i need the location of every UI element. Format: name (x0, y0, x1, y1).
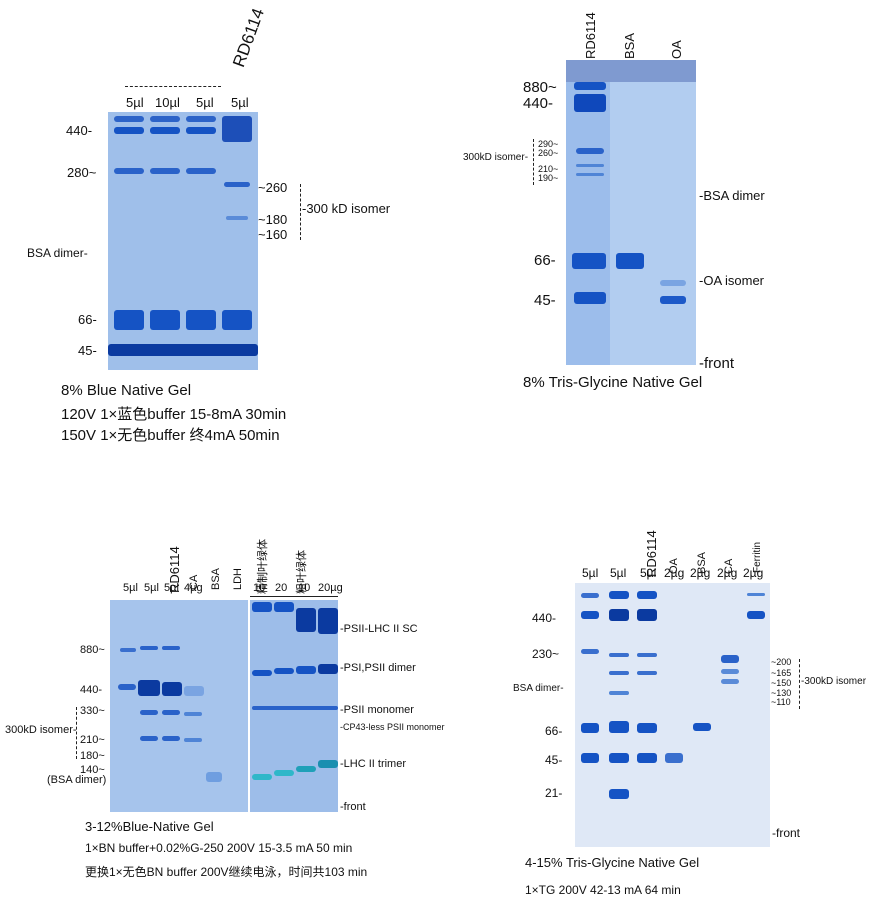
gel-image (566, 60, 696, 365)
marker-label: 330~ (80, 705, 105, 717)
isomer-bracket (799, 659, 800, 709)
marker-label: BSA dimer- (27, 246, 88, 260)
caption-title: 8% Tris-Glycine Native Gel (523, 374, 703, 391)
caption-line: 1×BN buffer+0.02%G-250 200V 15-3.5 mA 50… (85, 841, 353, 855)
small-marker: ~200 (771, 657, 792, 667)
amount-label: 10 (253, 582, 266, 594)
marker-label: 280~ (67, 165, 97, 180)
front-label: -front (772, 826, 801, 840)
isomer-label: 300kD isomer- (463, 152, 529, 163)
band-size-label: ~260 (258, 180, 288, 195)
marker-label: 180~ (80, 750, 105, 762)
marker-label: 21- (545, 786, 563, 800)
lane-label: RD6114 (583, 12, 598, 59)
amount-label: 2µg (664, 566, 685, 580)
amount-label: 5µl (610, 566, 627, 580)
band-size-label: ~180 (258, 212, 288, 227)
band-annotation: -LHC II trimer (340, 758, 406, 770)
caption-line: 150V 1×无色buffer 终4mA 50min (61, 427, 280, 444)
lane-label: LDH (232, 567, 244, 590)
small-marker: 260~ (538, 148, 559, 158)
lane-label: 5µl (126, 95, 144, 110)
amount-label: 5µl (164, 582, 179, 594)
lane-group-divider (125, 86, 221, 87)
lane-group-divider (250, 596, 338, 597)
caption-title: 3-12%Blue-Native Gel (85, 819, 214, 834)
lane-label: 10µl (155, 95, 180, 110)
isomer-bracket (76, 707, 77, 759)
marker-label: 45- (534, 292, 556, 309)
marker-label: 880~ (523, 79, 557, 96)
small-marker: 210~ (538, 164, 559, 174)
band-annotation: -OA isomer (699, 273, 765, 288)
isomer-bracket (533, 139, 534, 185)
lane-label: BSA (210, 567, 222, 590)
amount-label: 2µg (690, 566, 711, 580)
amount-label: 2µg (717, 566, 738, 580)
lane-label: BSA (622, 32, 637, 59)
gel-image (108, 112, 258, 370)
small-marker: ~165 (771, 668, 792, 678)
marker-label: 230~ (532, 647, 560, 661)
marker-label: 66- (78, 312, 97, 327)
caption-title: 4-15% Tris-Glycine Native Gel (525, 855, 700, 870)
amount-label: 5µl (123, 582, 138, 594)
small-marker: ~130 (771, 688, 792, 698)
gel-image (110, 600, 248, 812)
gel-image-chloroplast (250, 600, 338, 812)
marker-label: 140~ (80, 764, 105, 776)
gel-image (575, 583, 770, 847)
marker-label: 45- (545, 753, 563, 767)
band-size-label: ~160 (258, 227, 288, 242)
marker-label: BSA dimer- (513, 683, 564, 694)
isomer-bracket (300, 184, 301, 240)
marker-label: 210~ (80, 734, 105, 746)
small-marker: 190~ (538, 173, 559, 183)
caption-line: 120V 1×蓝色buffer 15-8mA 30min (61, 406, 287, 423)
amount-label: 5µl (582, 566, 599, 580)
marker-label: 440- (66, 123, 93, 138)
isomer-label: 300kD isomer- (5, 724, 77, 736)
amount-label: 5µl (640, 566, 657, 580)
amount-label: 10 (298, 582, 311, 594)
marker-label: 45- (78, 343, 97, 358)
marker-label: 880~ (80, 644, 105, 656)
caption-line: 1×TG 200V 42-13 mA 64 min (525, 883, 681, 897)
marker-label: 440- (532, 611, 557, 625)
front-label: -front (340, 801, 366, 813)
caption-title: 8% Blue Native Gel (61, 382, 192, 399)
isomer-label: -300 kD isomer (302, 201, 391, 216)
marker-label: (BSA dimer) (47, 774, 107, 786)
caption-line: 更换1×无色BN buffer 200V继续电泳，时间共103 min (85, 865, 368, 879)
marker-label: 66- (545, 724, 563, 738)
small-marker: 290~ (538, 139, 559, 149)
front-label: -front (699, 355, 735, 372)
gel-sample-label: RD6114 (229, 5, 268, 70)
small-marker: ~150 (771, 678, 792, 688)
small-marker: ~110 (771, 697, 791, 707)
lane-label: 5µl (231, 95, 249, 110)
band-annotation: -CP43-less PSII monomer (340, 722, 445, 732)
lane-label: OA (669, 40, 684, 59)
isomer-label: -300kD isomer (801, 676, 867, 687)
amount-label: 4µg (184, 582, 203, 594)
marker-label: 440- (80, 684, 103, 696)
band-annotation: -PSI,PSII dimer (340, 662, 416, 674)
band-annotation: -PSII-LHC II SC (340, 623, 418, 635)
band-annotation: -BSA dimer (699, 188, 765, 203)
amount-label: 2µg (743, 566, 764, 580)
band-annotation: -PSII monomer (340, 704, 414, 716)
amount-label: 5µl (144, 582, 159, 594)
marker-label: 66- (534, 252, 556, 269)
amount-label: 20µg (318, 582, 343, 594)
marker-label: 440- (523, 95, 554, 112)
amount-label: 20 (275, 582, 288, 594)
lane-label: 5µl (196, 95, 214, 110)
